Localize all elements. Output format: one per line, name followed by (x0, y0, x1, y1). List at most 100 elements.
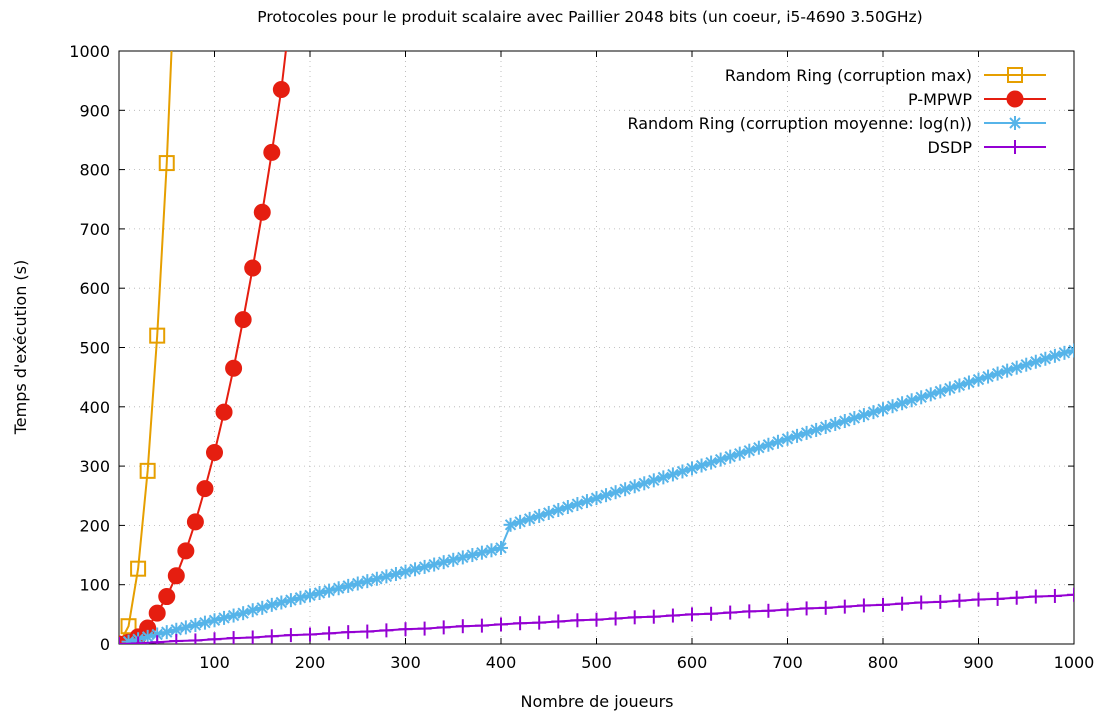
data-point-plus (1047, 588, 1062, 603)
data-point-plus (723, 605, 738, 620)
data-point-star (799, 425, 814, 440)
legend-item: P-MPWP (908, 90, 1046, 109)
data-point-star (188, 618, 203, 633)
data-point-plus (226, 631, 241, 644)
data-point-star (761, 437, 776, 452)
data-point-circle (253, 203, 271, 221)
data-point-star (847, 411, 862, 426)
data-point-plus (245, 630, 260, 644)
data-point-plus (513, 616, 528, 631)
data-point-plus (417, 621, 432, 636)
data-point-star (914, 390, 929, 405)
data-point-star (503, 517, 518, 532)
data-point-square (158, 155, 175, 172)
y-tick-label: 900 (79, 101, 110, 120)
x-tick-label: 200 (295, 653, 326, 672)
data-point-star (876, 402, 890, 417)
data-point-star (1000, 363, 1015, 378)
axis-ticks: 100 200 300 400 500 600 700 800 900 1000 0 100 200 30… (69, 42, 1094, 672)
legend-item: Random Ring (corruption moyenne: log(n)) (627, 114, 1046, 133)
x-tick-label: 400 (486, 653, 517, 672)
data-point-plus (914, 595, 929, 610)
data-point-star (560, 500, 575, 515)
data-point-star (627, 479, 642, 494)
x-tick-label: 100 (199, 653, 230, 672)
data-point-star (217, 610, 232, 625)
data-point-star (809, 422, 824, 437)
data-point-star (885, 399, 900, 414)
data-point-star (942, 381, 957, 396)
data-point-star (895, 396, 910, 411)
data-point-star (837, 414, 852, 429)
data-point-circle (148, 604, 166, 622)
data-point-star (360, 574, 375, 589)
data-point-star (618, 482, 633, 497)
y-tick-label: 800 (79, 161, 110, 180)
data-point-star (484, 543, 499, 558)
data-point-square (149, 327, 166, 344)
data-point-star (322, 583, 337, 598)
data-point-star (293, 590, 308, 605)
y-tick-label: 300 (79, 457, 110, 476)
data-point-star (283, 593, 298, 608)
data-point-star (990, 366, 1005, 381)
data-point-star (818, 419, 833, 434)
data-point-plus (341, 625, 356, 640)
data-point-star (981, 369, 996, 384)
data-point-star (579, 494, 594, 509)
data-point-star (723, 449, 738, 464)
data-point-plus (627, 610, 642, 625)
data-point-star (1028, 354, 1043, 369)
data-point-circle (234, 311, 252, 329)
data-point-star (541, 505, 556, 520)
data-point-star (226, 608, 241, 623)
data-point-star (1008, 116, 1022, 130)
data-point-star (245, 603, 260, 618)
data-point-star (1009, 360, 1024, 375)
data-point-star (866, 405, 881, 420)
data-point-square (1007, 67, 1023, 83)
data-point-star (790, 428, 805, 443)
data-point-star (494, 540, 508, 555)
data-point-star (828, 416, 843, 431)
data-point-star (388, 567, 403, 582)
data-point-square (120, 618, 137, 635)
y-tick-label: 700 (79, 220, 110, 239)
legend-label: Random Ring (corruption moyenne: log(n)) (627, 114, 972, 133)
data-point-plus (303, 627, 317, 642)
data-point-circle (272, 81, 290, 99)
legend: Random Ring (corruption max) P-MPWP Random… (627, 66, 1046, 157)
data-point-star (551, 502, 566, 517)
data-point-plus (856, 598, 871, 613)
legend-label: DSDP (928, 138, 973, 157)
data-point-star (1047, 348, 1062, 363)
x-tick-label: 900 (963, 653, 994, 672)
data-point-plus (1008, 140, 1022, 154)
data-point-plus (742, 604, 757, 619)
data-point-star (570, 497, 585, 512)
data-point-star (599, 488, 614, 503)
data-point-plus (570, 613, 585, 628)
data-point-circle (1006, 90, 1024, 108)
data-point-star (961, 375, 976, 390)
data-point-plus (551, 614, 566, 629)
data-point-star (1019, 357, 1034, 372)
data-point-star (770, 434, 785, 449)
data-point-plus (322, 626, 337, 641)
data-point-star (303, 588, 317, 603)
data-point-plus (1028, 589, 1043, 604)
data-point-star (732, 446, 747, 461)
y-tick-label: 500 (79, 339, 110, 358)
data-point-plus (398, 622, 413, 637)
data-point-star (369, 571, 384, 586)
series-4 (119, 587, 1074, 644)
legend-item: DSDP (928, 138, 1046, 157)
series-line (128, 349, 1074, 643)
data-point-star (685, 461, 699, 476)
data-point-circle (186, 513, 204, 531)
legend-label: Random Ring (corruption max) (725, 66, 972, 85)
data-point-plus (207, 632, 222, 644)
data-point-star (637, 476, 652, 491)
data-point-star (856, 408, 871, 423)
data-point-star (713, 452, 728, 467)
